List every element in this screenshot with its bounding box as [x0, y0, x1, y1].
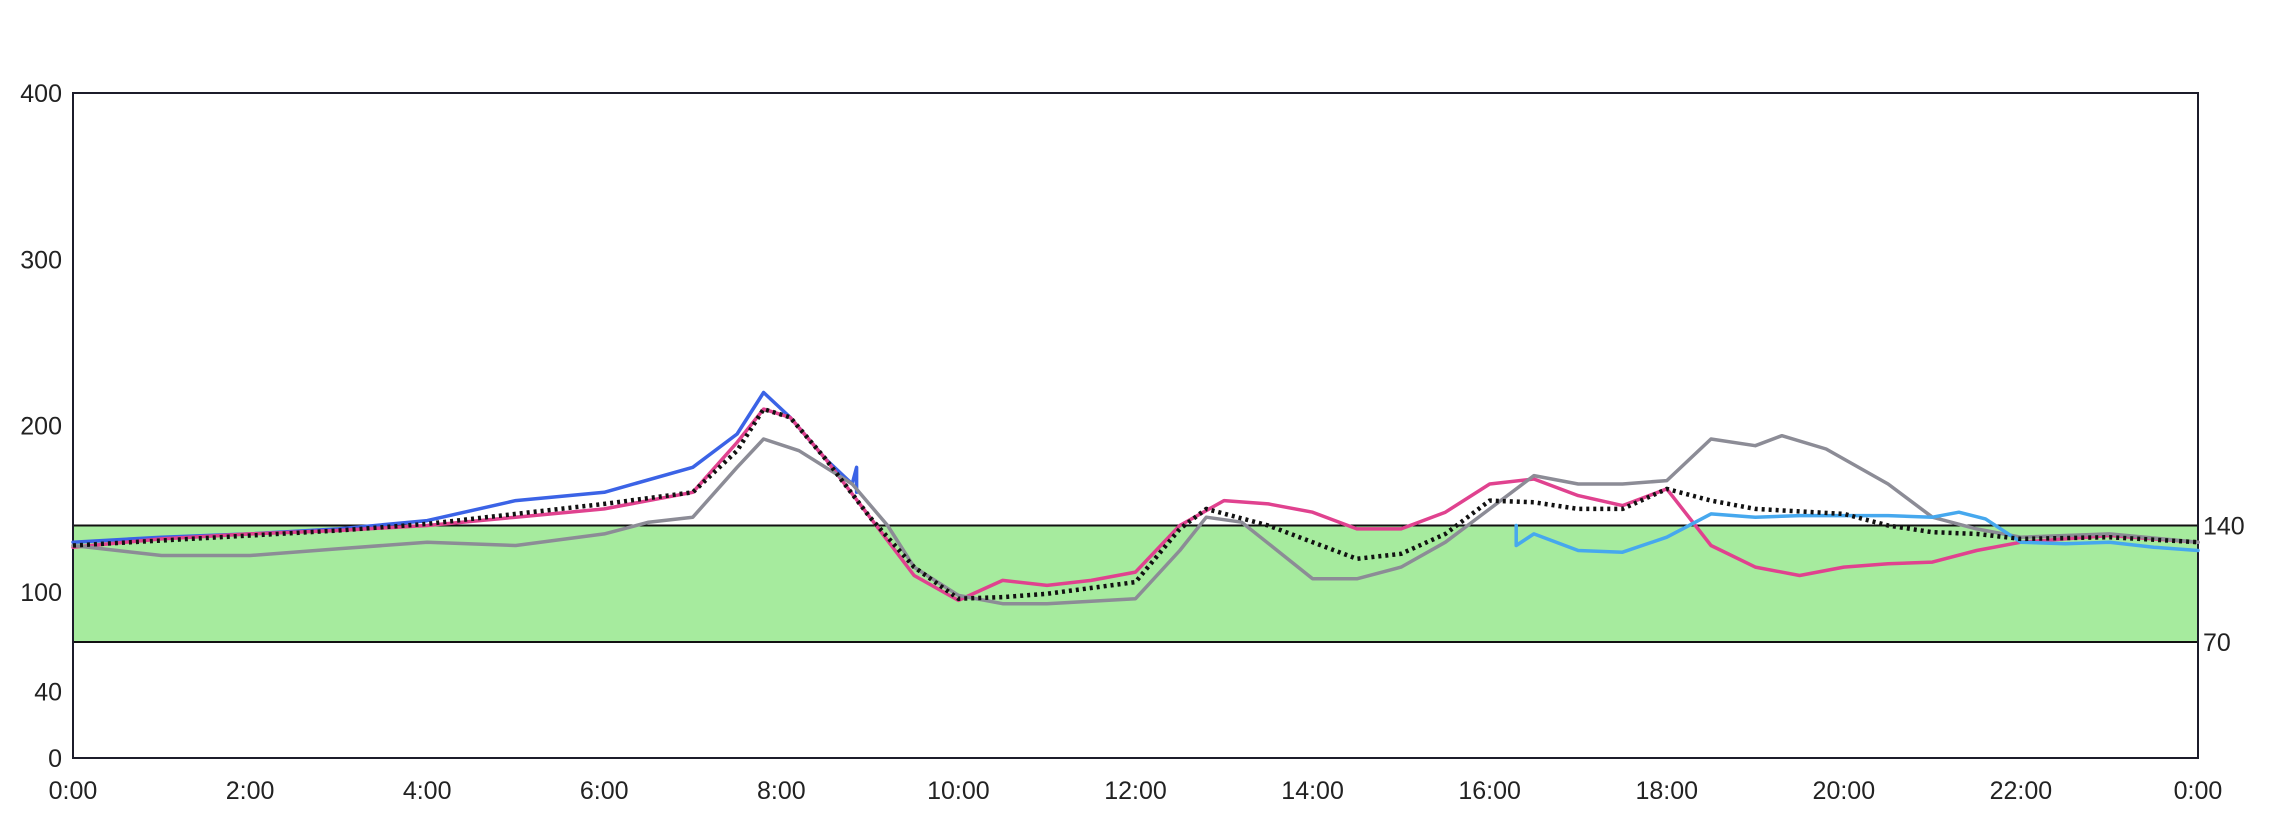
x-tick-label: 2:00 [226, 777, 275, 805]
x-tick-label: 0:00 [49, 777, 98, 805]
series-line-5 [72, 406, 2199, 601]
target-range-band [73, 525, 2198, 642]
y-tick-label: 40 [34, 679, 62, 707]
x-tick-label: 0:00 [2174, 777, 2223, 805]
y-tick-label: 100 [20, 579, 62, 607]
x-tick-label: 8:00 [757, 777, 806, 805]
plot-frame [72, 92, 2199, 759]
y-tick-label: 0 [48, 745, 62, 773]
target-low-label: 70 [2203, 629, 2231, 657]
x-tick-label: 20:00 [1813, 777, 1876, 805]
x-tick-label: 4:00 [403, 777, 452, 805]
y-tick-label: 400 [20, 80, 62, 108]
x-tick-label: 6:00 [580, 777, 629, 805]
target-high-label: 140 [2203, 513, 2245, 541]
x-tick-label: 10:00 [927, 777, 990, 805]
x-tick-label: 12:00 [1104, 777, 1167, 805]
series-line-2 [71, 407, 2200, 603]
series-line-4 [1514, 510, 2200, 554]
series-line-3 [71, 433, 2200, 606]
x-tick-label: 14:00 [1281, 777, 1344, 805]
x-tick-label: 22:00 [1990, 777, 2053, 805]
y-tick-label: 200 [20, 413, 62, 441]
y-tick-label: 300 [20, 246, 62, 274]
x-tick-label: 16:00 [1458, 777, 1521, 805]
x-tick-label: 18:00 [1635, 777, 1698, 805]
